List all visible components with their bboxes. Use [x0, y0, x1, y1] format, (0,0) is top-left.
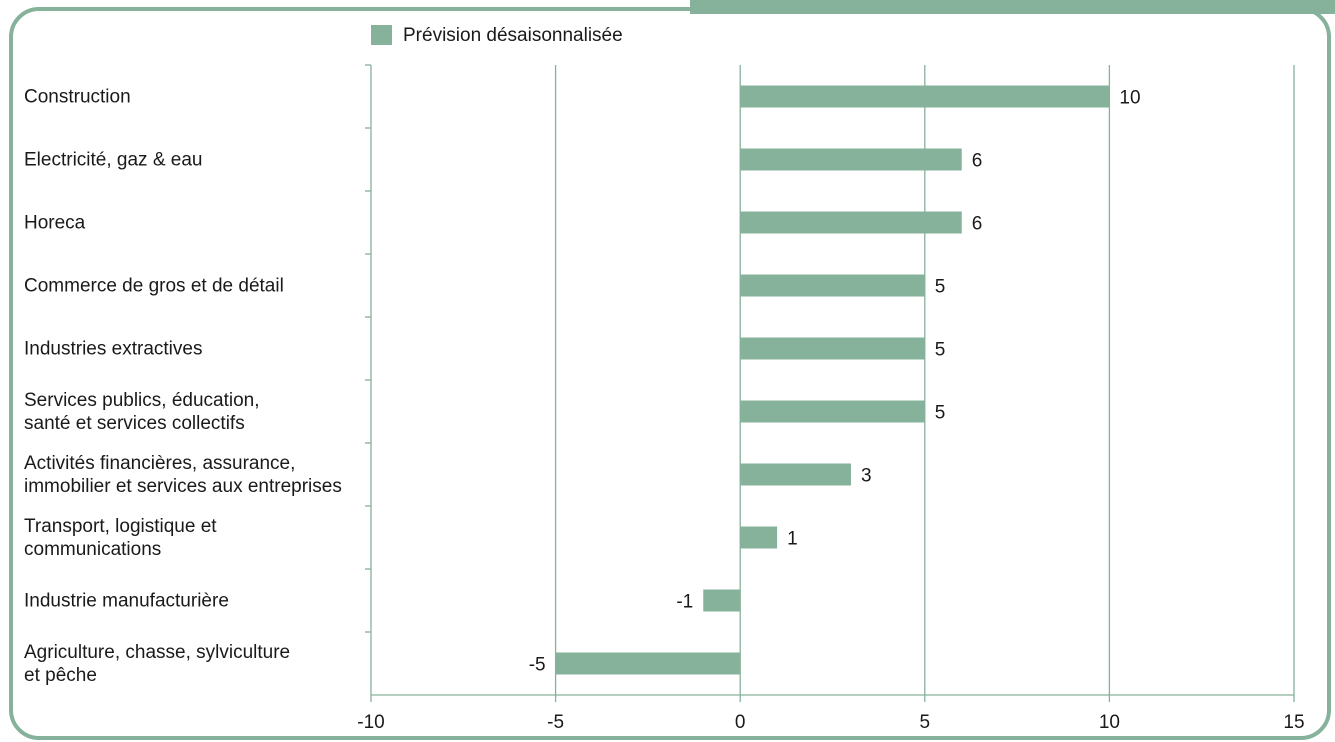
bar [555, 652, 741, 675]
value-label: 6 [972, 151, 983, 172]
value-label: 5 [935, 403, 946, 424]
frame-decoration [9, 0, 1335, 740]
category-label: Industries extractives [24, 339, 202, 360]
bar [740, 526, 778, 549]
value-label: 3 [861, 466, 872, 487]
x-tick-label: 5 [920, 712, 931, 733]
value-label: 5 [935, 277, 946, 298]
x-tick-label: -10 [357, 712, 384, 733]
gridlines [554, 65, 1295, 695]
category-label: Electricité, gaz & eau [24, 150, 202, 171]
value-label: 1 [787, 529, 798, 550]
labels: 10 Construction 6 Electricité, gaz & eau 6 Ho… [24, 87, 1141, 687]
frame-border [9, 7, 1331, 740]
category-label: Horeca [24, 213, 86, 234]
bar [740, 274, 925, 297]
bar [740, 463, 851, 486]
bar [703, 589, 741, 612]
category-label: Industrie manufacturière [24, 591, 229, 612]
value-label: 10 [1119, 88, 1140, 109]
bar [740, 337, 925, 360]
category-label: communications [24, 539, 161, 560]
category-label: immobilier et services aux entreprises [24, 476, 342, 497]
bar [740, 211, 962, 234]
bar [740, 148, 962, 171]
x-tick-label: 15 [1283, 712, 1304, 733]
category-label: Services publics, éducation, [24, 390, 260, 411]
legend-swatch [371, 25, 392, 45]
value-label: -5 [529, 655, 546, 676]
x-tick-label: 10 [1099, 712, 1120, 733]
x-tick-label: -5 [547, 712, 564, 733]
category-label: Activités financières, assurance, [24, 453, 295, 474]
category-label: Transport, logistique et [24, 516, 217, 537]
category-label: et pêche [24, 665, 97, 686]
bar [740, 400, 925, 423]
bar [740, 85, 1110, 108]
category-label: Agriculture, chasse, sylviculture [24, 642, 290, 663]
axes: -10 -5 0 5 10 15 [357, 64, 1305, 733]
legend-label: Prévision désaisonnalisée [403, 25, 623, 46]
legend: Prévision désaisonnalisée [371, 25, 623, 46]
x-tick-label: 0 [735, 712, 746, 733]
value-label: -1 [676, 592, 693, 613]
category-label: Commerce de gros et de détail [24, 276, 284, 297]
value-label: 6 [972, 214, 983, 235]
bars [555, 85, 1110, 675]
value-label: 5 [935, 340, 946, 361]
category-label: santé et services collectifs [24, 413, 245, 434]
category-label: Construction [24, 87, 131, 108]
